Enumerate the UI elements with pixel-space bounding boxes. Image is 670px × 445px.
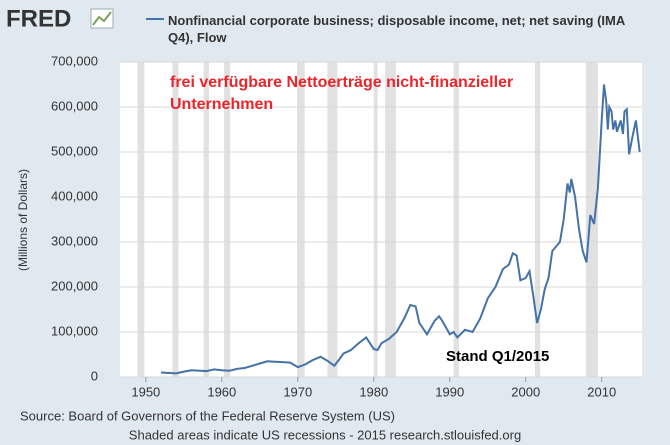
x-tick-label: 1950 — [131, 384, 160, 399]
x-tick-label: 2010 — [587, 384, 616, 399]
x-tick-label: 1960 — [207, 384, 236, 399]
recession-band — [373, 62, 378, 377]
logo-icon — [90, 8, 114, 29]
annotation: frei verfügbare Nettoerträge nicht-finan… — [170, 74, 514, 113]
footer: Shaded areas indicate US recessions - 20… — [129, 427, 521, 442]
recession-band — [137, 62, 145, 377]
recession-band — [534, 62, 541, 377]
recession-band — [297, 62, 305, 377]
logo: FRED — [6, 5, 71, 32]
y-tick-label: 500,000 — [51, 143, 98, 158]
y-tick-label: 400,000 — [51, 188, 98, 203]
x-tick-label: 1980 — [359, 384, 388, 399]
recession-band — [327, 62, 338, 377]
source: Source: Board of Governors of the Federa… — [20, 408, 395, 423]
recession-band — [224, 62, 231, 377]
recession-band — [172, 62, 179, 377]
recession-band — [203, 62, 209, 377]
y-tick-label: 300,000 — [51, 233, 98, 248]
x-tick-label: 2000 — [511, 384, 540, 399]
recession-band — [453, 62, 459, 377]
y-axis-label: (Millions of Dollars) — [16, 169, 30, 271]
annotation: Stand Q1/2015 — [446, 348, 549, 365]
y-tick-label: 0 — [91, 368, 98, 383]
y-tick-label: 700,000 — [51, 53, 98, 68]
x-tick-label: 1970 — [283, 384, 312, 399]
series-line — [160, 84, 641, 375]
y-tick-label: 100,000 — [51, 323, 98, 338]
legend-label: Nonfinancial corporate business; disposa… — [168, 13, 625, 45]
y-tick-label: 200,000 — [51, 278, 98, 293]
y-tick-label: 600,000 — [51, 98, 98, 113]
recession-band — [385, 62, 396, 377]
x-tick-label: 1990 — [435, 384, 464, 399]
